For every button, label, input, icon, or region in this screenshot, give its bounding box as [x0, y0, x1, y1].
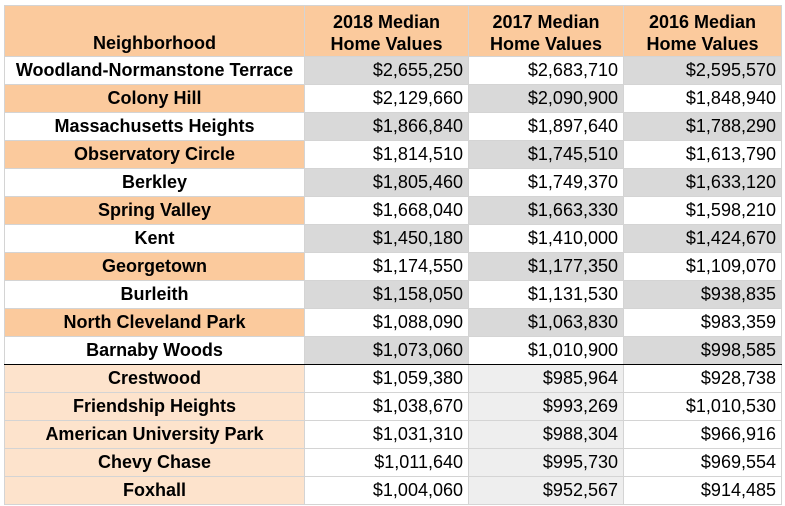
- value-cell-2016: $1,598,210: [623, 196, 782, 225]
- table-row: Observatory Circle $1,814,510 $1,745,510 $1…: [4, 140, 782, 169]
- value-cell-2018: $1,814,510: [304, 140, 469, 169]
- value-cell-2016: $1,848,940: [623, 84, 782, 113]
- header-2016-line-1: 2016 Median: [648, 12, 757, 32]
- value-cell-2018: $1,805,460: [304, 168, 469, 197]
- value-cell-2018: $1,004,060: [304, 476, 469, 505]
- value-cell-2017: $2,683,710: [468, 56, 624, 85]
- home-values-table: Neighborhood 2018 Median Home Values 201…: [4, 5, 782, 505]
- value-cell-2017: $1,897,640: [468, 112, 624, 141]
- value-cell-2017: $995,730: [468, 448, 624, 477]
- value-cell-2016: $1,788,290: [623, 112, 782, 141]
- value-cell-2016: $1,109,070: [623, 252, 782, 281]
- neighborhood-cell: North Cleveland Park: [4, 308, 305, 337]
- value-cell-2016: $983,359: [623, 308, 782, 337]
- table-row: Kent $1,450,180 $1,410,000 $1,424,670: [4, 224, 782, 253]
- neighborhood-cell: Georgetown: [4, 252, 305, 281]
- neighborhood-cell: Burleith: [4, 280, 305, 309]
- value-cell-2016: $914,485: [623, 476, 782, 505]
- value-cell-2018: $1,011,640: [304, 448, 469, 477]
- value-cell-2016: $969,554: [623, 448, 782, 477]
- neighborhood-cell: Foxhall: [4, 476, 305, 505]
- value-cell-2017: $1,010,900: [468, 336, 624, 365]
- value-cell-2016: $1,613,790: [623, 140, 782, 169]
- value-cell-2017: $1,131,530: [468, 280, 624, 309]
- value-cell-2018: $2,129,660: [304, 84, 469, 113]
- table-row: Massachusetts Heights $1,866,840 $1,897,64…: [4, 112, 782, 141]
- value-cell-2016: $938,835: [623, 280, 782, 309]
- table-row: North Cleveland Park $1,088,090 $1,063,830…: [4, 308, 782, 337]
- table-row: Barnaby Woods $1,073,060 $1,010,900 $998,58…: [4, 336, 782, 365]
- value-cell-2016: $1,010,530: [623, 392, 782, 421]
- table-row: Friendship Heights $1,038,670 $993,269 $1,0…: [4, 392, 782, 421]
- neighborhood-cell: American University Park: [4, 420, 305, 449]
- value-cell-2017: $988,304: [468, 420, 624, 449]
- header-2016: 2016 Median Home Values: [623, 5, 782, 57]
- neighborhood-cell: Barnaby Woods: [4, 336, 305, 365]
- header-2018-line-2: Home Values: [330, 34, 443, 54]
- value-cell-2018: $1,450,180: [304, 224, 469, 253]
- header-2017: 2017 Median Home Values: [468, 5, 624, 57]
- value-cell-2017: $2,090,900: [468, 84, 624, 113]
- table-row: Berkley $1,805,460 $1,749,370 $1,633,120: [4, 168, 782, 197]
- value-cell-2017: $1,749,370: [468, 168, 624, 197]
- neighborhood-cell: Massachusetts Heights: [4, 112, 305, 141]
- neighborhood-cell: Spring Valley: [4, 196, 305, 225]
- value-cell-2018: $1,866,840: [304, 112, 469, 141]
- value-cell-2018: $1,668,040: [304, 196, 469, 225]
- header-2017-line-1: 2017 Median: [492, 12, 600, 32]
- value-cell-2017: $952,567: [468, 476, 624, 505]
- header-neighborhood-line: Neighborhood: [93, 33, 216, 53]
- value-cell-2017: $1,063,830: [468, 308, 624, 337]
- value-cell-2017: $985,964: [468, 364, 624, 393]
- neighborhood-cell: Woodland-Normanstone Terrace: [4, 56, 305, 85]
- value-cell-2018: $1,088,090: [304, 308, 469, 337]
- value-cell-2017: $1,410,000: [468, 224, 624, 253]
- value-cell-2018: $2,655,250: [304, 56, 469, 85]
- header-row: Neighborhood 2018 Median Home Values 201…: [4, 5, 782, 57]
- value-cell-2016: $1,424,670: [623, 224, 782, 253]
- table-row: Georgetown $1,174,550 $1,177,350 $1,109,070: [4, 252, 782, 281]
- header-2017-line-2: Home Values: [489, 34, 603, 54]
- table-row: Burleith $1,158,050 $1,131,530 $938,835: [4, 280, 782, 309]
- neighborhood-cell: Chevy Chase: [4, 448, 305, 477]
- value-cell-2016: $966,916: [623, 420, 782, 449]
- table-row: Spring Valley $1,668,040 $1,663,330 $1,598,…: [4, 196, 782, 225]
- table-row: American University Park $1,031,310 $988,3…: [4, 420, 782, 449]
- header-2018: 2018 Median Home Values: [304, 5, 469, 57]
- header-2016-line-2: Home Values: [646, 34, 759, 54]
- neighborhood-cell: Colony Hill: [4, 84, 305, 113]
- neighborhood-cell: Crestwood: [4, 364, 305, 393]
- value-cell-2016: $998,585: [623, 336, 782, 365]
- table-row: Chevy Chase $1,011,640 $995,730 $969,554: [4, 448, 782, 477]
- neighborhood-cell: Kent: [4, 224, 305, 253]
- value-cell-2016: $928,738: [623, 364, 782, 393]
- value-cell-2017: $1,663,330: [468, 196, 624, 225]
- value-cell-2018: $1,038,670: [304, 392, 469, 421]
- value-cell-2018: $1,174,550: [304, 252, 469, 281]
- value-cell-2017: $1,745,510: [468, 140, 624, 169]
- table-row: Woodland-Normanstone Terrace $2,655,250 $2…: [4, 56, 782, 85]
- header-neighborhood: Neighborhood: [4, 5, 305, 57]
- value-cell-2018: $1,073,060: [304, 336, 469, 365]
- neighborhood-cell: Observatory Circle: [4, 140, 305, 169]
- table-row: Foxhall $1,004,060 $952,567 $914,485: [4, 476, 782, 505]
- neighborhood-cell: Friendship Heights: [4, 392, 305, 421]
- header-2018-line-1: 2018 Median: [332, 12, 441, 32]
- value-cell-2016: $1,633,120: [623, 168, 782, 197]
- value-cell-2018: $1,158,050: [304, 280, 469, 309]
- value-cell-2016: $2,595,570: [623, 56, 782, 85]
- value-cell-2017: $993,269: [468, 392, 624, 421]
- value-cell-2018: $1,031,310: [304, 420, 469, 449]
- value-cell-2018: $1,059,380: [304, 364, 469, 393]
- table-row: Crestwood $1,059,380 $985,964 $928,738: [4, 364, 782, 393]
- value-cell-2017: $1,177,350: [468, 252, 624, 281]
- table-row: Colony Hill $2,129,660 $2,090,900 $1,848,94…: [4, 84, 782, 113]
- neighborhood-cell: Berkley: [4, 168, 305, 197]
- table-body: Woodland-Normanstone Terrace $2,655,250 $2…: [4, 56, 782, 505]
